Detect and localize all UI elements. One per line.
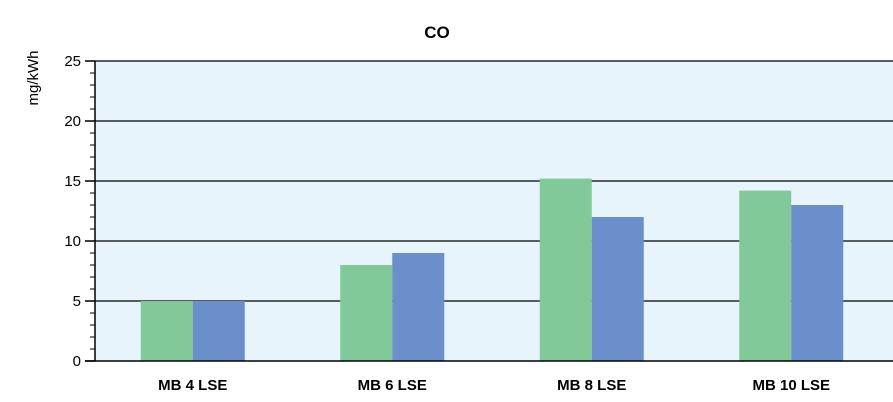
y-axis-label: mg/kWh (25, 50, 42, 105)
bar-mb-8-lse-series-2 (591, 217, 644, 361)
chart-title: CO (424, 23, 450, 42)
x-tick-label-mb-6-lse: MB 6 LSE (358, 377, 427, 394)
minor-ticks (85, 60, 95, 362)
bars (140, 178, 844, 361)
bar-mb-10-lse-series-2 (791, 205, 844, 361)
y-tick-label-5: 5 (73, 293, 81, 310)
x-tick-labels: MB 4 LSE MB 6 LSE MB 8 LSE MB 10 LSE (158, 377, 830, 394)
x-tick-label-mb-8-lse: MB 8 LSE (557, 377, 626, 394)
y-tick-label-0: 0 (73, 353, 81, 370)
x-tick-label-mb-10-lse: MB 10 LSE (752, 377, 830, 394)
bar-mb-10-lse-series-1 (739, 190, 792, 361)
bar-mb-8-lse-series-1 (539, 178, 592, 361)
bar-mb-6-lse-series-2 (392, 253, 445, 361)
bar-mb-6-lse-series-1 (340, 265, 393, 361)
x-tick-label-mb-4-lse: MB 4 LSE (158, 377, 227, 394)
y-tick-label-10: 10 (64, 233, 81, 250)
bar-mb-4-lse-series-2 (192, 301, 245, 361)
y-tick-labels: 0 5 10 15 20 25 (64, 53, 81, 370)
y-tick-label-25: 25 (64, 53, 81, 70)
bar-mb-4-lse-series-1 (140, 301, 193, 361)
y-tick-label-15: 15 (64, 173, 81, 190)
y-tick-label-20: 20 (64, 113, 81, 130)
